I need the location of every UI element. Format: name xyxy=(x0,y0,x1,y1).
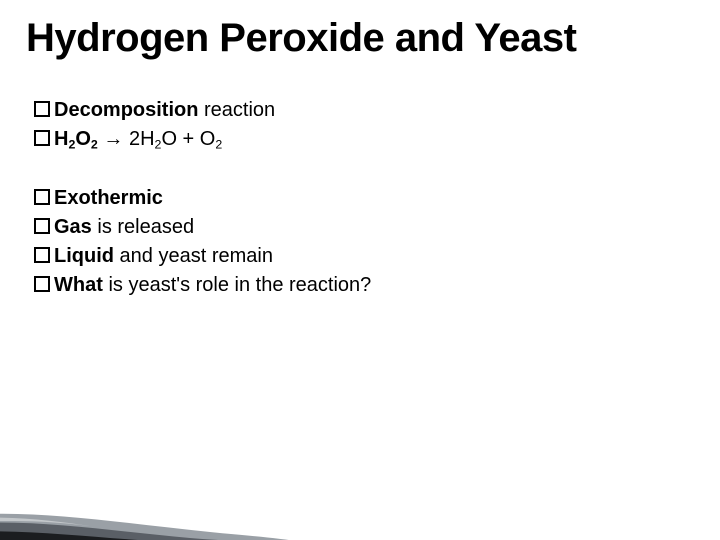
swoosh-layer-bottom xyxy=(0,531,300,540)
swoosh-graphic xyxy=(0,488,300,540)
eq-plus: + O xyxy=(177,128,215,150)
bullet-what: What is yeast's role in the reaction? xyxy=(34,271,371,300)
swoosh-layer-mid xyxy=(0,523,300,540)
bullet-lead: Exothermic xyxy=(54,187,163,209)
eq-h1: H xyxy=(54,128,68,150)
bullet-rest: is released xyxy=(92,216,194,238)
bullet-box-icon xyxy=(34,130,50,146)
eq-sub: 2 xyxy=(215,137,222,151)
bullet-liquid: Liquid and yeast remain xyxy=(34,242,371,271)
bullet-group-2: Exothermic Gas is released Liquid and ye… xyxy=(34,184,371,300)
bullet-box-icon xyxy=(34,247,50,263)
bullet-rest: reaction xyxy=(198,99,275,121)
eq-o1: O xyxy=(75,128,91,150)
eq-h2: H xyxy=(140,128,154,150)
bullet-box-icon xyxy=(34,276,50,292)
slide: Hydrogen Peroxide and Yeast Decompositio… xyxy=(0,0,720,540)
bullet-lead: What xyxy=(54,274,103,296)
bullet-group-1: Decomposition reaction H2O2 → 2H2O + O2 xyxy=(34,96,275,154)
swoosh-layer-top xyxy=(0,514,300,540)
bullet-rest: and yeast remain xyxy=(114,245,273,267)
bullet-gas: Gas is released xyxy=(34,213,371,242)
eq-o2: O xyxy=(161,128,177,150)
bullet-lead: Gas xyxy=(54,216,92,238)
bullet-rest: is yeast's role in the reaction? xyxy=(103,274,371,296)
bullet-box-icon xyxy=(34,218,50,234)
bullet-decomposition: Decomposition reaction xyxy=(34,96,275,125)
swoosh-highlight xyxy=(0,518,90,526)
bullet-lead: Decomposition xyxy=(54,99,198,121)
bullet-box-icon xyxy=(34,189,50,205)
bullet-lead: Liquid xyxy=(54,245,114,267)
bullet-equation: H2O2 → 2H2O + O2 xyxy=(34,125,275,154)
eq-sub: 2 xyxy=(91,137,98,151)
eq-arrow: → 2 xyxy=(98,128,140,150)
bullet-box-icon xyxy=(34,101,50,117)
bullet-exothermic: Exothermic xyxy=(34,184,371,213)
slide-title: Hydrogen Peroxide and Yeast xyxy=(26,16,576,61)
